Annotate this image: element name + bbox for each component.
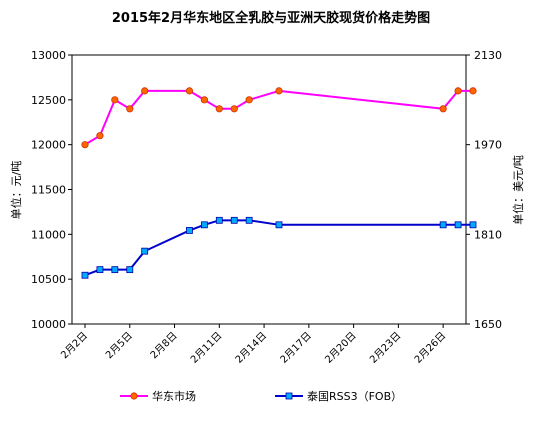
series-2-point [439, 221, 447, 229]
x-tick-label: 2月23日 [367, 330, 403, 366]
x-tick-label: 2月8日 [148, 330, 180, 362]
y-left-tick-label: 11000 [31, 228, 66, 241]
y-right-tick-label: 1810 [474, 228, 502, 241]
series-2-point [245, 216, 253, 224]
y-right-tick-label: 1970 [474, 139, 502, 152]
series-line-1 [84, 89, 473, 146]
x-axis: 2月2日 2月5日 2月8日 2月11日 2月14日 2月17日 2月20日 2月23日 2月2… [58, 324, 448, 366]
series-2-point [200, 221, 208, 229]
series-1-point [111, 96, 119, 104]
series-2-point [96, 266, 104, 274]
y-left-tick-label: 10000 [31, 318, 66, 331]
series-1-point [245, 96, 253, 104]
series-1-point [275, 87, 283, 95]
series-2-point [230, 216, 238, 224]
y-right-axis: 1650 1810 1970 2130 [466, 49, 502, 331]
plot-border [71, 54, 467, 325]
series-2-point [454, 221, 462, 229]
y-left-tick-label: 11500 [31, 184, 66, 197]
x-tick-label: 2月26日 [412, 330, 448, 366]
legend-label-1: 华东市场 [152, 389, 196, 403]
y-left-tick-label: 12000 [31, 139, 66, 152]
series-2-point [141, 247, 149, 255]
x-tick-label: 2月2日 [58, 330, 90, 362]
series-2-point [81, 271, 89, 279]
series-1-point [454, 87, 462, 95]
legend: 华东市场 泰国RSS3（FOB） [120, 389, 402, 403]
series-2-point [275, 221, 283, 229]
series-2-point [186, 227, 193, 234]
legend-marker-2 [285, 392, 293, 400]
y-right-tick-label: 2130 [474, 49, 502, 62]
y-left-tick-label: 12500 [31, 94, 66, 107]
y-left-tick-label: 10500 [31, 273, 66, 286]
x-tick-label: 2月11日 [188, 330, 224, 366]
series-2-point [126, 266, 134, 274]
series-2-point [469, 221, 477, 229]
y-right-tick-label: 1650 [474, 318, 502, 331]
series-1-point [439, 105, 447, 113]
series-1-point [96, 132, 104, 140]
x-tick-label: 2月5日 [103, 330, 135, 362]
series-1-point [215, 105, 223, 113]
series-2-point [215, 216, 223, 224]
series-1-point [200, 96, 208, 104]
y-axis-right-label: 单位：美元/吨 [511, 155, 525, 225]
series-1-point [141, 87, 149, 95]
series-layer [81, 87, 477, 279]
series-1-point [469, 87, 477, 95]
x-tick-label: 2月20日 [323, 330, 359, 366]
plot-frame [71, 54, 467, 325]
series-1-point [126, 105, 134, 113]
y-left-tick-label: 13000 [31, 49, 66, 62]
series-1-point [230, 105, 238, 113]
legend-marker-1 [130, 392, 138, 400]
x-tick-label: 2月14日 [233, 330, 269, 366]
chart-title: 2015年2月华东地区全乳胶与亚洲天胶现货价格走势图 [112, 10, 430, 26]
y-axis-left-label: 单位：元/吨 [9, 161, 23, 220]
series-2-point [111, 266, 119, 274]
x-tick-label: 2月17日 [278, 330, 314, 366]
series-1-point [81, 141, 89, 149]
y-left-axis: 10000 10500 11000 11500 12000 12500 13000 [31, 49, 72, 331]
legend-label-2: 泰国RSS3（FOB） [307, 389, 402, 403]
series-1-point [185, 87, 194, 95]
